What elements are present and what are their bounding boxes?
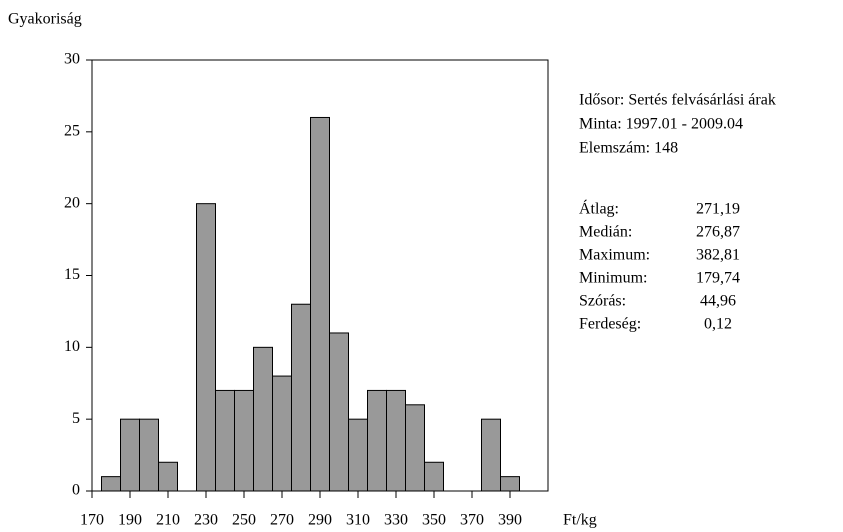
bar [101,476,121,492]
bar [367,389,387,492]
x-tick-label: 370 [460,512,484,529]
stat-value: 0,12 [704,316,732,333]
y-tick-label: 15 [64,266,80,283]
bar [348,418,368,492]
x-tick-label: 290 [308,512,332,529]
stat-value: 276,87 [696,224,740,241]
bar [253,346,273,492]
x-tick-label: 310 [346,512,370,529]
stat-value: 271,19 [696,201,740,218]
bar [291,303,311,492]
bar [158,461,178,492]
bar [500,476,520,492]
stat-label: Maximum: [579,247,650,264]
y-tick-label: 25 [64,123,80,140]
y-tick-label: 10 [64,338,80,355]
info-line: Elemszám: 148 [579,140,678,157]
x-tick-label: 230 [194,512,218,529]
x-axis-label: Ft/kg [563,512,597,529]
bar [424,461,444,492]
bar [120,418,140,492]
bar [329,332,349,492]
y-tick-label: 30 [64,51,80,68]
y-tick-label: 20 [64,194,80,211]
stat-label: Ferdeség: [579,316,641,333]
bar [386,389,406,492]
bar [272,375,292,492]
x-tick-label: 210 [156,512,180,529]
x-tick-label: 170 [80,512,104,529]
info-line: Idősor: Sertés felvásárlási árak [579,92,776,109]
stat-label: Átlag: [579,199,619,218]
stat-label: Minimum: [579,270,647,287]
stat-value: 179,74 [696,270,740,287]
bar [405,404,425,492]
bar [215,389,235,492]
x-tick-label: 330 [384,512,408,529]
bar [139,418,159,492]
x-tick-label: 350 [422,512,446,529]
x-tick-label: 270 [270,512,294,529]
bar [234,389,254,492]
y-axis-label: Gyakoriság [8,11,82,28]
x-tick-label: 190 [118,512,142,529]
stat-label: Medián: [579,224,632,241]
stat-value: 382,81 [696,247,740,264]
info-line: Minta: 1997.01 - 2009.04 [579,116,743,133]
bar [310,116,330,492]
x-tick-label: 250 [232,512,256,529]
bar [196,203,216,492]
y-tick-label: 0 [72,482,80,499]
x-tick-label: 390 [498,512,522,529]
stat-label: Szórás: [579,293,626,310]
stat-value: 44,96 [700,293,736,310]
y-tick-label: 5 [72,410,80,427]
bar [481,418,501,492]
